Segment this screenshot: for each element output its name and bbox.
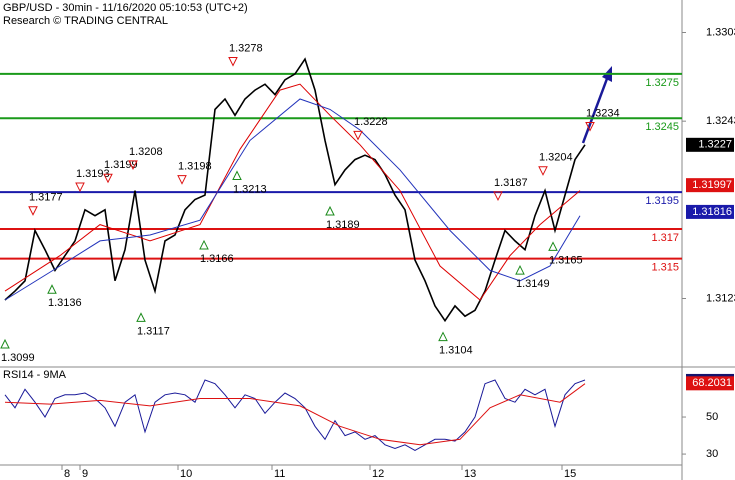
badge-label: 1.31997: [692, 179, 732, 191]
annotation-label: 1.3117: [137, 325, 170, 337]
y-tick-label: 50: [706, 411, 718, 423]
series-line: [4, 57, 586, 323]
x-tick-label: 9: [82, 468, 88, 480]
down-marker: [228, 56, 238, 67]
level-label: 1.3245: [645, 121, 679, 133]
down-marker: [177, 175, 187, 185]
annotation-label: 1.3177: [29, 192, 63, 204]
annotation-label: 1.3193: [76, 168, 110, 180]
annotation-label: 1.3165: [549, 254, 583, 266]
y-tick-label: 30: [706, 448, 718, 460]
badge-label: 68.2031: [692, 377, 732, 389]
x-tick-label: 13: [464, 468, 476, 480]
chart-subtitle: Research © TRADING CENTRAL: [3, 15, 168, 27]
chart-title: GBP/USD - 30min - 11/16/2020 05:10:53 (U…: [3, 2, 248, 14]
badge-label: 1.31816: [692, 206, 732, 218]
down-marker: [493, 191, 503, 202]
annotation-label: 1.3189: [326, 219, 360, 231]
annotation-label: 1.3149: [516, 278, 550, 290]
price-badge: [686, 376, 734, 391]
annotation-label: 1.3208: [129, 146, 163, 158]
up-marker: [199, 239, 209, 250]
up-marker: [136, 312, 146, 322]
badge-label: 1.3227: [698, 139, 732, 151]
annotation-label: 1.3204: [539, 152, 573, 164]
up-marker: [438, 331, 448, 342]
annotation-label: 1.3104: [439, 344, 473, 356]
up-marker: [232, 170, 242, 181]
down-marker: [585, 121, 595, 132]
annotation-label: 1.3228: [354, 116, 388, 128]
x-tick-label: 12: [372, 468, 384, 480]
up-marker: [548, 241, 558, 251]
series-line: [4, 83, 581, 301]
annotation-label: 1.3234: [586, 107, 620, 119]
up-marker: [325, 205, 335, 216]
y-tick-label: 1.3303: [706, 26, 735, 38]
up-marker: [47, 284, 57, 294]
up-marker: [515, 264, 525, 275]
annotation-label: 1.3198: [178, 161, 212, 173]
x-tick-label: 8: [64, 468, 70, 480]
down-marker: [538, 166, 548, 176]
series-line: [4, 383, 586, 446]
down-marker: [353, 130, 363, 141]
forecast-arrow: [581, 75, 610, 144]
series-line: [4, 98, 581, 301]
y-tick-label: 1.3123: [706, 292, 735, 304]
price-badge: [686, 204, 734, 219]
level-label: 1.317: [651, 232, 679, 244]
annotation-label: 1.3278: [229, 42, 263, 54]
annotation-label: 1.3166: [200, 253, 234, 265]
annotation-label: 1.3099: [1, 352, 35, 364]
down-marker: [128, 160, 138, 171]
annotation-label: 1.3187: [494, 177, 528, 189]
down-marker: [103, 173, 113, 184]
annotation-label: 1.3136: [48, 297, 82, 309]
x-tick-label: 10: [180, 468, 192, 480]
x-tick-label: 11: [274, 468, 285, 480]
annotation-label: 1.3213: [233, 183, 267, 195]
level-label: 1.3195: [645, 195, 679, 207]
price-badge: [686, 178, 734, 193]
level-label: 1.315: [651, 262, 679, 274]
down-marker: [28, 206, 38, 216]
rsi-title: RSI14 - 9MA: [3, 369, 67, 381]
price-badge: [686, 137, 734, 152]
up-marker: [0, 338, 10, 349]
y-tick-label: 1.3243: [706, 115, 735, 127]
series-line: [4, 379, 586, 451]
down-marker: [75, 182, 85, 193]
x-tick-label: 15: [564, 468, 576, 480]
level-label: 1.3275: [645, 77, 679, 89]
